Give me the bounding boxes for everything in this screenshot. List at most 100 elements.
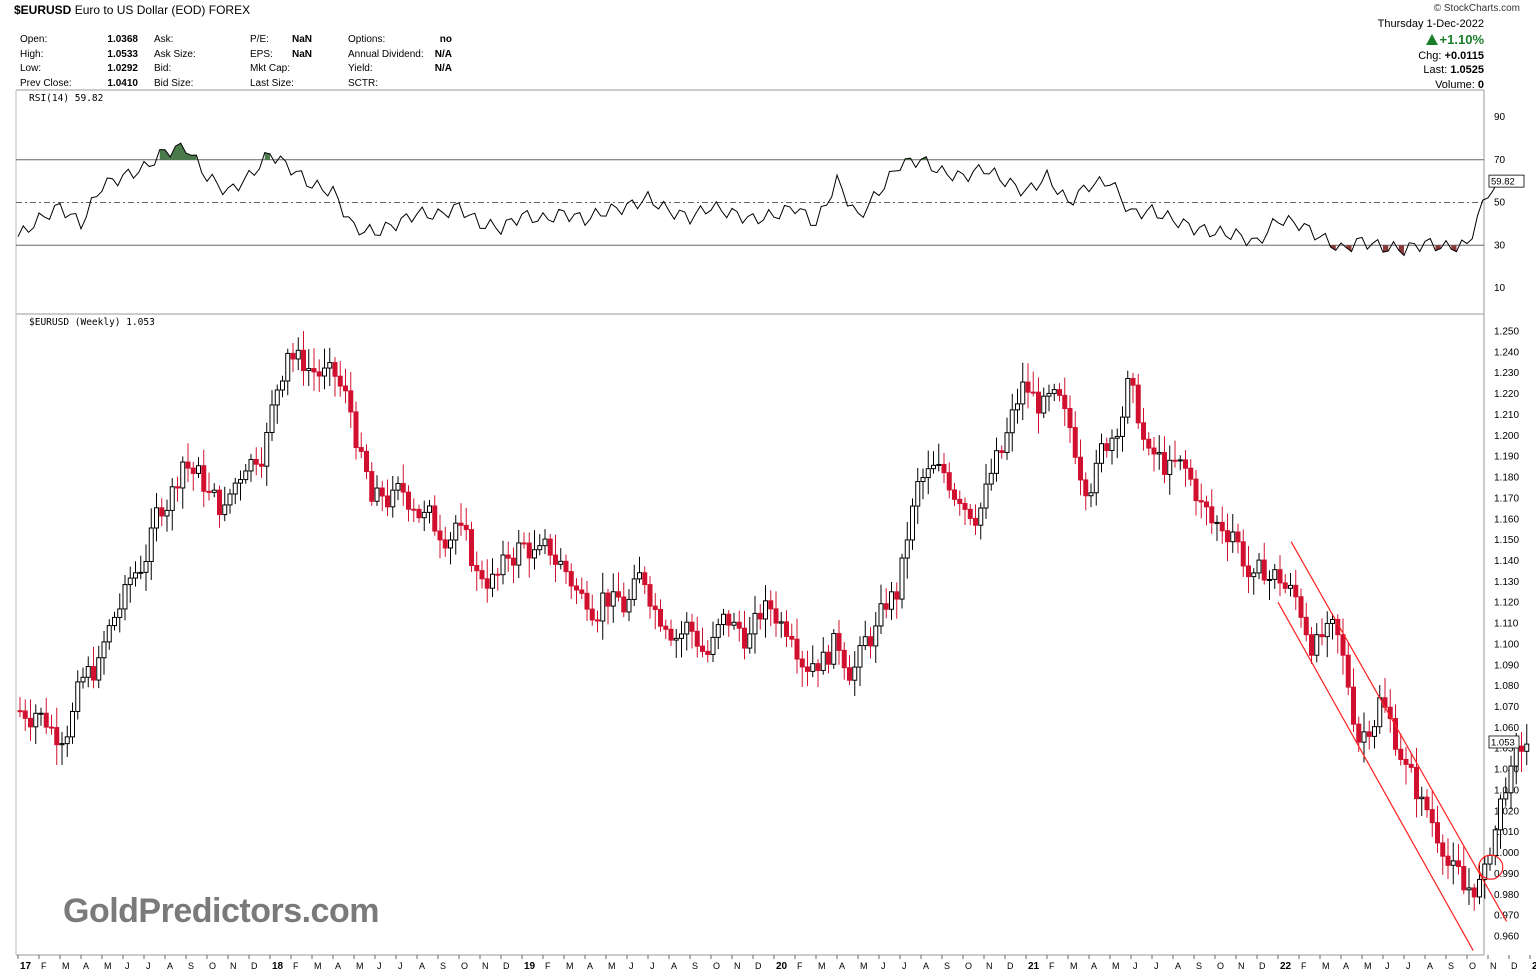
x-tick-label: M — [818, 961, 826, 971]
candle-body — [159, 507, 165, 517]
rsi-last-value-box — [1488, 174, 1525, 188]
candle-body — [642, 572, 648, 586]
candle-body — [1183, 459, 1188, 469]
candle-body — [1471, 887, 1477, 898]
candle-body — [238, 479, 243, 484]
candle-body — [1151, 447, 1157, 455]
candle-body — [1188, 467, 1194, 480]
candle-body — [91, 666, 96, 681]
candle-body — [558, 560, 564, 565]
x-tick-label: M — [860, 961, 868, 971]
candle-body — [647, 584, 653, 607]
candle-body — [1393, 718, 1398, 750]
annual-dividend-value: N/A — [434, 48, 452, 60]
candle-body — [169, 486, 175, 511]
candle-body — [1366, 731, 1372, 737]
candle-body — [1256, 559, 1262, 574]
candle-body — [1303, 616, 1309, 636]
x-tick-label: D — [1007, 961, 1014, 971]
candle-body — [322, 367, 327, 377]
x-tick-label: M — [1364, 961, 1372, 971]
volume-label: Volume: — [1435, 78, 1475, 91]
candle-body — [820, 651, 826, 671]
candle-body — [332, 362, 338, 377]
candle-body — [826, 651, 831, 665]
candle-body — [794, 638, 800, 660]
candle-body — [1156, 452, 1162, 455]
x-tick-label: J — [650, 961, 655, 971]
rsi-oversold-fill — [1451, 245, 1457, 252]
x-tick-label: N — [230, 961, 237, 971]
candle-body — [274, 389, 280, 406]
candle-body — [211, 489, 217, 493]
candle-body — [1114, 435, 1120, 439]
candle-body — [38, 712, 44, 715]
breakout-circle — [1478, 854, 1504, 880]
candle-body — [117, 608, 123, 618]
candle-body — [700, 645, 705, 652]
candle-body — [421, 511, 427, 519]
candle-body — [899, 557, 905, 600]
candle-body — [1267, 578, 1272, 581]
x-tick-label: M — [566, 961, 574, 971]
rsi-oversold-fill — [1383, 245, 1389, 253]
candle-body — [815, 663, 821, 671]
price-y-tick-label: 1.100 — [1494, 639, 1519, 650]
candle-body — [925, 468, 931, 479]
rsi-last-value-label: 59.82 — [1491, 177, 1515, 188]
x-tick-label: O — [1469, 961, 1476, 971]
candle-body — [983, 483, 989, 509]
rsi-oversold-fill — [1398, 245, 1404, 256]
price-y-tick-label: 1.080 — [1494, 681, 1519, 692]
candle-body — [537, 545, 543, 551]
candle-body — [1314, 634, 1320, 656]
candle-body — [553, 554, 558, 565]
candle-body — [705, 650, 711, 655]
candle-body — [574, 585, 579, 591]
options-label: Options: — [348, 34, 386, 45]
candle-body — [1408, 763, 1414, 768]
last-size-label: Last Size: — [250, 77, 294, 89]
x-tick-label: F — [1049, 961, 1055, 971]
candle-body — [679, 633, 684, 639]
x-tick-label: D — [755, 961, 762, 971]
candle-body — [962, 502, 968, 510]
x-tick-label: J — [146, 961, 151, 971]
candle-body — [1503, 792, 1509, 800]
candle-body — [196, 465, 201, 474]
candle-body — [227, 493, 233, 506]
candle-body — [343, 385, 348, 392]
price-y-tick-label: 1.210 — [1494, 410, 1519, 421]
change-percent: +1.10% — [1439, 32, 1484, 47]
candle-body — [836, 633, 842, 651]
candle-body — [1162, 452, 1167, 475]
candle-body — [448, 539, 453, 549]
channel-upper-line — [1290, 541, 1508, 922]
candle-body — [1067, 408, 1073, 429]
candle-body — [841, 649, 847, 669]
candle-body — [773, 608, 779, 624]
rsi-y-tick-label: 50 — [1494, 198, 1506, 209]
candle-body — [185, 461, 191, 469]
candle-body — [1146, 438, 1152, 449]
candle-body — [952, 489, 957, 500]
candle-body — [920, 477, 926, 483]
candle-body — [742, 627, 747, 649]
ask-label: Ask: — [154, 34, 174, 45]
price-y-tick-label: 1.110 — [1494, 619, 1519, 630]
quote-header: $EURUSD Euro to US Dollar (EOD) FOREX Op… — [0, 0, 1536, 92]
x-tick-label: D — [1511, 961, 1518, 971]
quote-date: Thursday 1-Dec-2022 — [1377, 18, 1484, 30]
x-tick-label: A — [587, 961, 593, 971]
candle-body — [416, 508, 422, 519]
yield-value: N/A — [434, 63, 452, 74]
rsi-overbought-fill — [264, 152, 270, 160]
candle-body — [1372, 726, 1377, 737]
candle-body — [610, 591, 616, 607]
open-value: 1.0368 — [107, 34, 138, 45]
candle-body — [1109, 437, 1115, 451]
candle-body — [1230, 531, 1236, 543]
candle-body — [658, 608, 663, 627]
x-tick-label: S — [944, 961, 950, 971]
price-y-tick-label: 1.230 — [1494, 368, 1519, 379]
